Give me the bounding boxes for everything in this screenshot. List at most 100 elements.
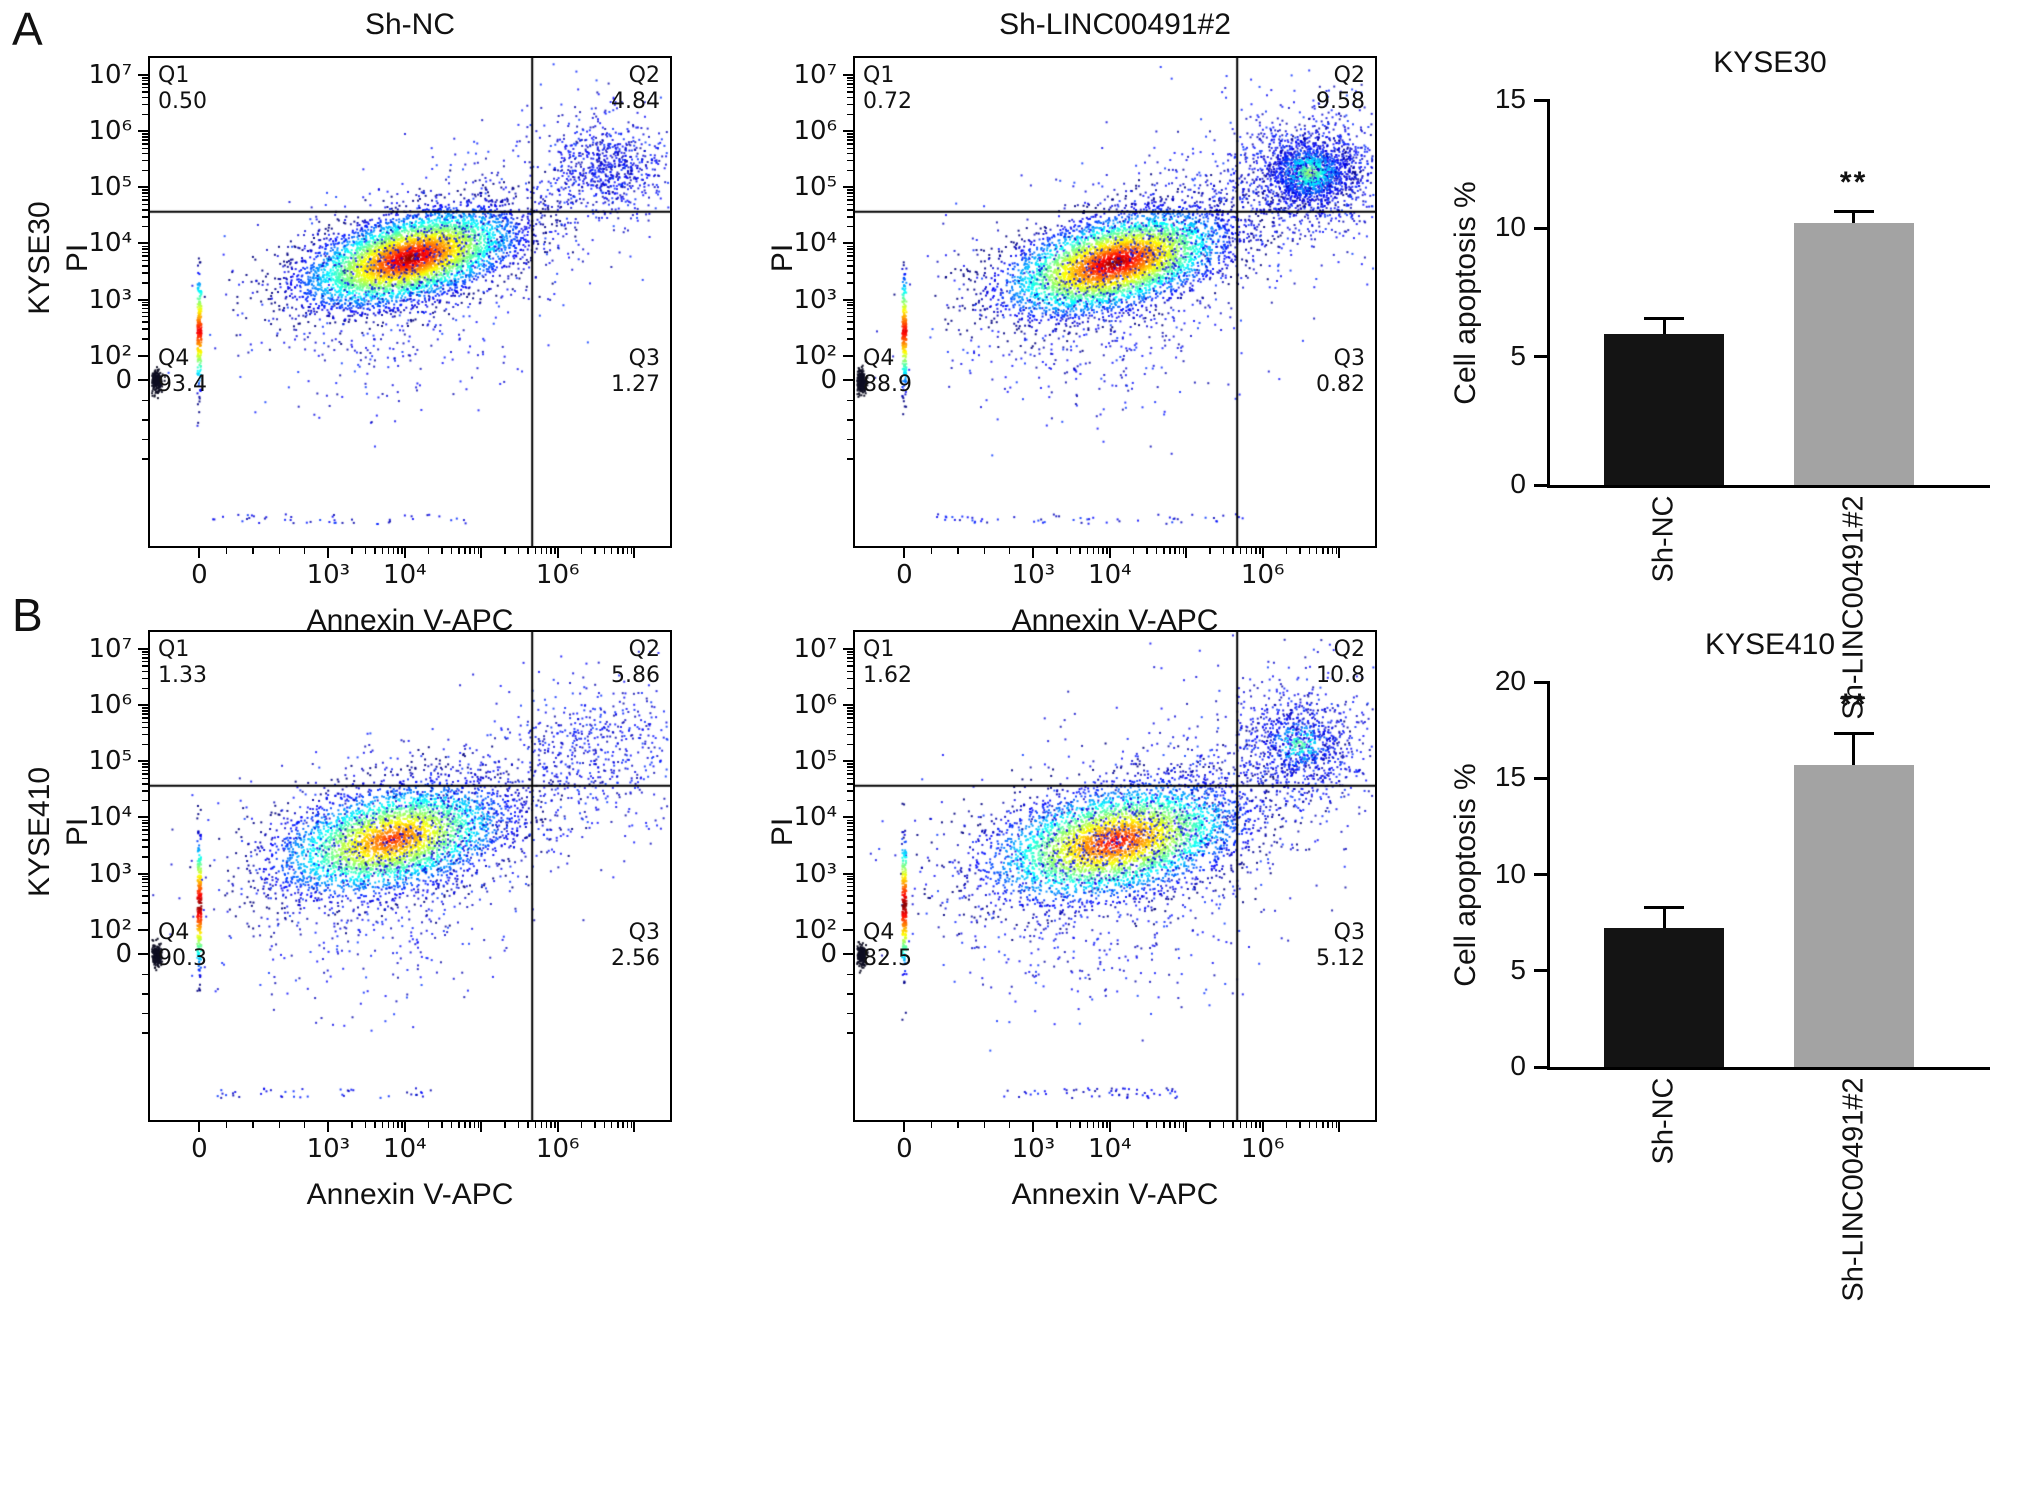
x-axis-minor-tick	[381, 548, 384, 554]
x-tick-label: 10³	[1011, 560, 1056, 590]
y-axis-minor-tick	[142, 203, 148, 206]
x-tick-label: 10⁶	[535, 560, 580, 590]
y-axis-minor-tick	[847, 136, 853, 138]
y-axis-minor-tick	[847, 419, 853, 421]
x-axis-minor-tick	[1092, 1122, 1095, 1128]
x-tick-label: 0	[896, 1134, 913, 1164]
y-axis-tick	[843, 953, 853, 956]
flow-plot-kyse30-sh-linc00491-2: Sh-LINC00491#2 PI Q1 0.72 Q2 9.58 Q4 88.9 Q3 0.82…	[715, 8, 1405, 673]
error-bar-cap	[1644, 316, 1685, 320]
y-axis-minor-tick	[142, 734, 148, 736]
y-axis-minor-tick	[142, 912, 148, 914]
x-axis-minor-tick	[1008, 1122, 1011, 1128]
y-axis-minor-tick	[142, 856, 148, 858]
x-axis-minor-tick	[351, 548, 353, 554]
x-axis-minor-tick	[630, 548, 632, 554]
y-tick-label: 10²	[793, 914, 837, 945]
y-axis-tick	[1534, 969, 1547, 973]
y-axis-line	[1547, 99, 1550, 488]
y-axis-minor-tick	[142, 195, 148, 197]
y-axis-minor-tick	[847, 245, 853, 247]
y-axis-minor-tick	[847, 825, 853, 828]
x-tick-label: 10³	[306, 560, 351, 590]
bar-sh-linc00491-2	[1793, 764, 1914, 1067]
x-axis-minor-tick	[450, 1122, 453, 1128]
quadrant-q3-label: Q3	[628, 920, 660, 945]
error-bar-cap	[1833, 210, 1874, 214]
x-axis-minor-tick	[626, 1122, 629, 1128]
x-axis-line	[1547, 1067, 1990, 1070]
y-tick-label: 10³	[793, 858, 837, 889]
x-axis-tick	[1185, 548, 1188, 558]
y-axis-minor-tick	[847, 912, 853, 914]
x-axis-minor-tick	[1102, 548, 1104, 554]
y-axis-minor-tick	[847, 881, 853, 884]
y-axis-minor-tick	[847, 133, 853, 135]
y-axis-tick	[138, 354, 148, 357]
y-axis-minor-tick	[142, 83, 148, 85]
y-axis-minor-tick	[142, 657, 148, 659]
x-axis-minor-tick	[1086, 1122, 1089, 1128]
y-axis-minor-tick	[847, 766, 853, 768]
y-axis-minor-tick	[142, 307, 148, 310]
y-axis-minor-tick	[847, 878, 853, 880]
flow-plot-kyse410-sh-nc: KYSE410 PI Q1 1.33 Q2 5.86 Q4 90.3 Q3 2.56 10⁷ 10⁶ 1…	[10, 582, 700, 1247]
y-tick-label: 10⁴	[88, 228, 132, 259]
x-axis-minor-tick	[381, 1122, 384, 1128]
y-axis-minor-tick	[847, 272, 853, 274]
y-axis-minor-tick	[142, 301, 148, 304]
y-axis-minor-tick	[847, 993, 853, 995]
y-axis-minor-tick	[847, 875, 853, 878]
y-axis-tick	[1534, 355, 1547, 359]
x-axis-tick	[480, 548, 483, 558]
quadrant-q3-label: Q3	[1333, 920, 1365, 945]
x-axis-minor-tick	[630, 1122, 632, 1128]
y-axis-minor-tick	[142, 763, 148, 765]
x-axis-minor-tick	[611, 548, 613, 554]
x-axis-tick	[1261, 1122, 1264, 1132]
x-axis-minor-tick	[550, 548, 552, 554]
y-axis-minor-tick	[142, 777, 148, 780]
y-axis-tick	[138, 953, 148, 956]
y-axis-minor-tick	[142, 1012, 148, 1015]
y-axis-minor-tick	[142, 790, 148, 792]
x-axis-minor-tick	[1316, 548, 1318, 554]
y-axis-tick	[843, 872, 853, 875]
x-axis-title: Annexin V-APC	[1011, 1178, 1219, 1211]
y-tick-label: 10³	[88, 858, 132, 889]
y-axis-minor-tick	[142, 315, 148, 318]
x-axis-minor-tick	[1079, 1122, 1081, 1128]
x-axis-minor-tick	[469, 1122, 471, 1128]
quadrant-q2-label: Q2	[628, 637, 660, 662]
y-axis-minor-tick	[142, 800, 148, 802]
y-axis-minor-tick	[142, 773, 148, 775]
x-axis-minor-tick	[930, 548, 933, 554]
y-axis-minor-tick	[142, 743, 148, 746]
flow-scatter-canvas	[150, 632, 670, 1120]
quadrant-q4-label: Q4	[158, 920, 190, 945]
category-label: Sh-NC	[1647, 1077, 1680, 1165]
y-axis-minor-tick	[142, 687, 148, 690]
y-axis-minor-tick	[847, 304, 853, 306]
y-axis-minor-tick	[142, 993, 148, 995]
x-axis-minor-tick	[252, 548, 254, 554]
y-axis-minor-tick	[847, 889, 853, 892]
x-axis-minor-tick	[1335, 1122, 1337, 1128]
significance-marker: **	[1839, 165, 1868, 199]
y-tick-label: 10³	[793, 284, 837, 315]
y-axis-tick	[138, 704, 148, 707]
quadrant-q1-label: Q1	[863, 637, 895, 662]
y-tick-label: 0	[115, 939, 132, 970]
quadrant-q3-value: 2.56	[611, 946, 660, 971]
x-axis-minor-tick	[504, 548, 506, 554]
y-axis-minor-tick	[142, 143, 148, 145]
x-axis-tick	[403, 548, 406, 558]
x-axis-minor-tick	[441, 548, 443, 554]
y-axis-minor-tick	[142, 710, 148, 712]
y-axis-minor-tick	[847, 203, 853, 206]
x-axis-minor-tick	[303, 548, 306, 554]
y-axis-minor-tick	[142, 783, 148, 785]
y-axis-minor-tick	[847, 856, 853, 858]
x-axis-minor-tick	[1259, 548, 1261, 554]
y-axis-minor-tick	[847, 829, 853, 831]
